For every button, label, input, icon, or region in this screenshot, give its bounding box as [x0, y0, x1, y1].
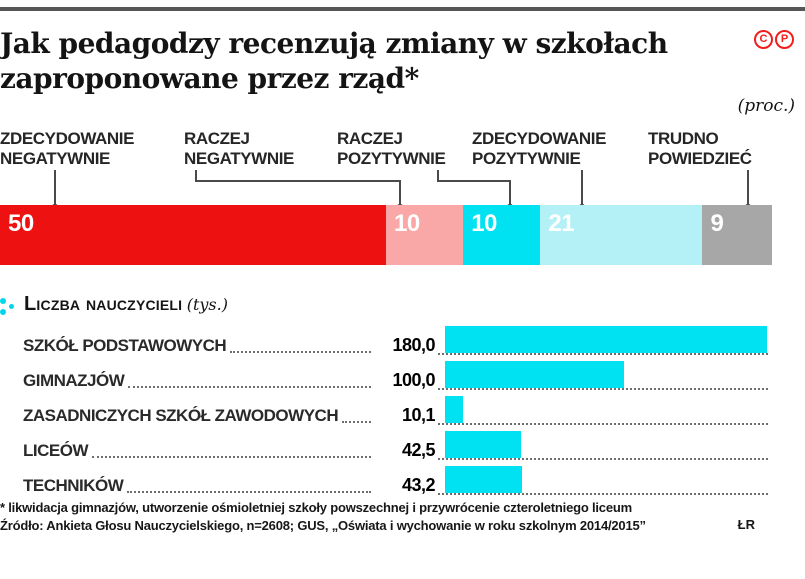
footnotes: * likwidacja gimnazjów, utworzenie ośmio…	[0, 499, 720, 534]
row-value: 42,5	[401, 440, 436, 460]
author-credit: ŁR	[737, 517, 755, 532]
table-row: TECHNIKÓW 43,2	[23, 460, 768, 495]
dotted-leader	[230, 351, 371, 353]
segment-zdecydowanie-pozytywnie: 21	[540, 205, 703, 265]
table-row: GIMNAZJÓW 100,0	[23, 355, 768, 390]
segment-value: 21	[548, 210, 575, 237]
row-value: 10,1	[401, 405, 436, 425]
segment-trudno-powiedziec: 9	[702, 205, 772, 265]
dots-icon	[0, 297, 16, 317]
category-label-raczej-pozytywnie: RACZEJ POZYTYWNIE	[337, 129, 446, 168]
value-bar	[445, 361, 624, 388]
title-line-1: Jak pedagodzy recenzują zmiany w szkołac…	[0, 27, 668, 60]
copyright-icon: C	[754, 30, 773, 49]
row-label: GIMNAZJÓW	[23, 371, 125, 390]
row-label: LICEÓW	[23, 441, 89, 460]
table-row: LICEÓW 42,5	[23, 425, 768, 460]
bar-zone	[438, 320, 768, 355]
row-label: SZKÓŁ PODSTAWOWYCH	[23, 336, 227, 355]
row-value: 43,2	[401, 475, 436, 495]
segment-value: 50	[8, 210, 34, 237]
category-label-trudno-powiedziec: TRUDNO POWIEDZIEĆ	[648, 129, 752, 168]
section-unit: (tys.)	[186, 295, 228, 314]
press-icon: P	[775, 30, 794, 49]
row-value: 100,0	[392, 370, 435, 390]
section-heading-text: Liczba nauczycieli	[24, 293, 183, 315]
bar-zone	[438, 390, 768, 425]
table-row: ZASADNICZYCH SZKÓŁ ZAWODOWYCH 10,1	[23, 390, 768, 425]
footnote-asterisk: * likwidacja gimnazjów, utworzenie ośmio…	[0, 500, 632, 515]
dotted-leader	[128, 386, 371, 388]
dotted-leader	[342, 421, 371, 423]
source-line: Źródło: Ankieta Głosu Nauczycielskiego, …	[0, 517, 646, 533]
copyright-badges: C P	[754, 30, 794, 49]
segment-zdecydowanie-negatywnie: 50	[0, 205, 386, 265]
row-label: TECHNIKÓW	[23, 476, 124, 495]
section-heading: Liczba nauczycieli (tys.)	[24, 293, 228, 316]
category-label-raczej-negatywnie: RACZEJ NEGATYWNIE	[184, 129, 294, 168]
stacked-bar: 50 10 10 21 9	[0, 205, 772, 265]
bar-zone	[438, 460, 768, 495]
segment-raczej-negatywnie: 10	[386, 205, 464, 265]
segment-raczej-pozytywnie: 10	[463, 205, 541, 265]
page-title: Jak pedagodzy recenzują zmiany w szkołac…	[0, 26, 700, 96]
unit-note: (proc.)	[737, 96, 795, 116]
value-bar	[445, 396, 463, 423]
top-divider	[0, 7, 805, 11]
teacher-bar-chart: SZKÓŁ PODSTAWOWYCH 180,0 GIMNAZJÓW 100,0…	[23, 320, 768, 495]
segment-value: 10	[471, 210, 497, 237]
value-bar	[445, 431, 521, 458]
row-label: ZASADNICZYCH SZKÓŁ ZAWODOWYCH	[23, 406, 339, 425]
dotted-leader	[127, 491, 371, 493]
bar-zone	[438, 425, 768, 460]
dotted-leader	[92, 456, 371, 458]
category-label-zdecydowanie-negatywnie: ZDECYDOWANIE NEGATYWNIE	[0, 129, 135, 168]
bar-zone	[438, 355, 768, 390]
row-value: 180,0	[392, 335, 435, 355]
title-line-2: zaproponowane przez rząd*	[0, 62, 419, 95]
value-bar	[445, 326, 767, 353]
table-row: SZKÓŁ PODSTAWOWYCH 180,0	[23, 320, 768, 355]
segment-value: 9	[710, 210, 724, 237]
segment-value: 10	[394, 210, 420, 237]
category-label-zdecydowanie-pozytywnie: ZDECYDOWANIE POZYTYWNIE	[472, 129, 607, 168]
value-bar	[445, 466, 522, 493]
